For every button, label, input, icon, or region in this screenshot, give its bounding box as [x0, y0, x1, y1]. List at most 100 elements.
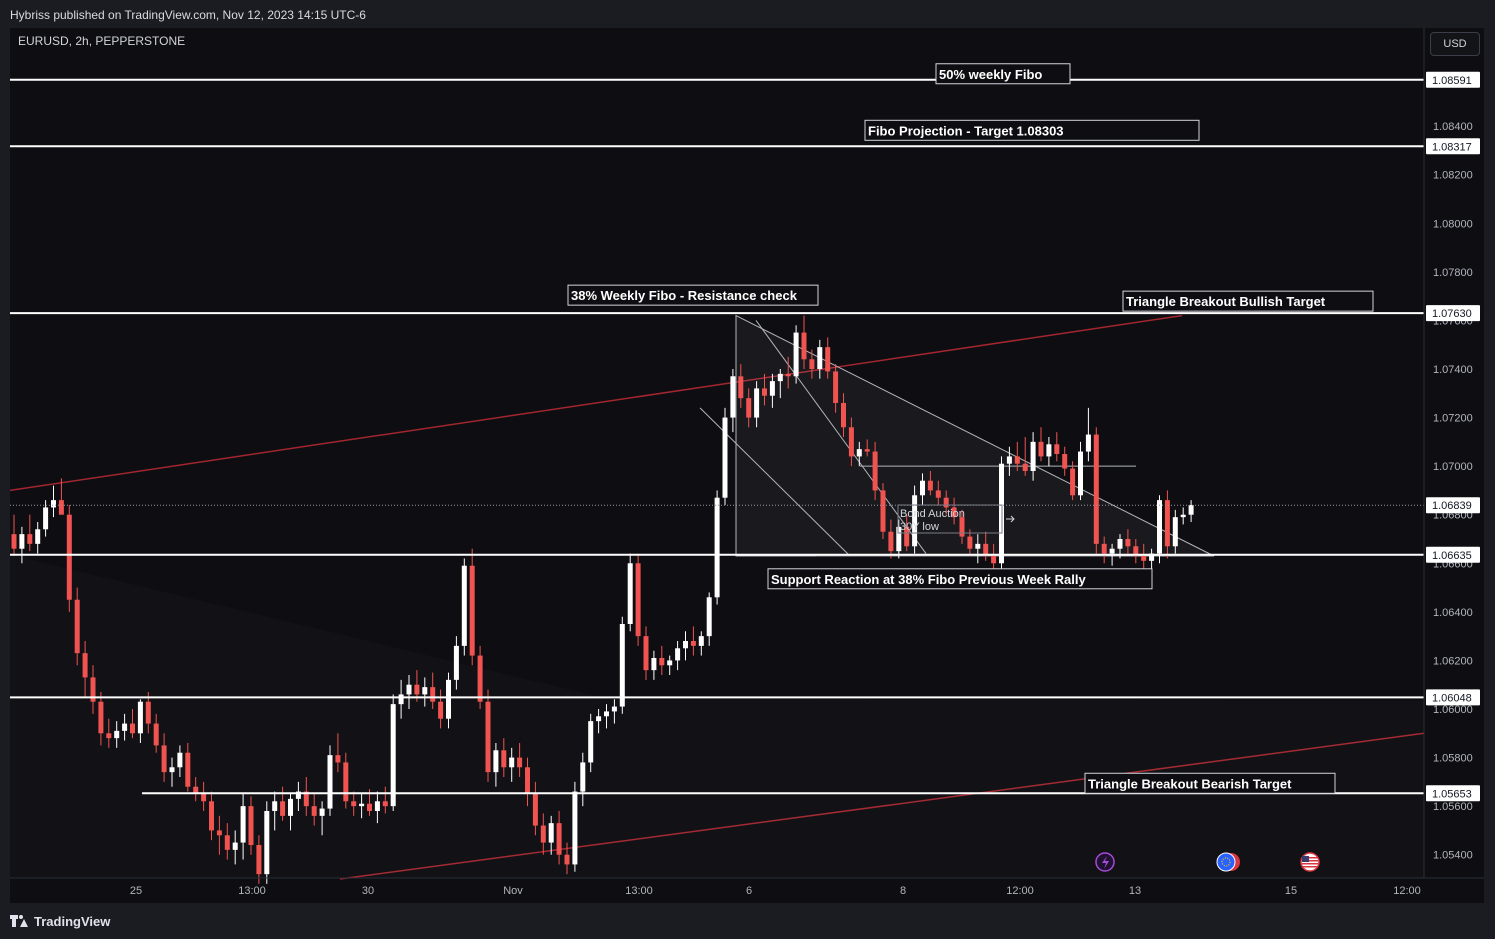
candle: [698, 631, 704, 656]
candle-body: [82, 653, 88, 678]
candle: [690, 626, 696, 656]
candle-body: [627, 563, 633, 624]
candle: [912, 485, 918, 554]
annotation-border: [1084, 772, 1336, 794]
candle-body: [927, 480, 933, 491]
chart-frame[interactable]: 50% weekly Fibo Fibo Projection - Target …: [10, 28, 1484, 903]
price-level-tag[interactable]: 1.08317: [1426, 138, 1480, 155]
price-level-tag[interactable]: 1.05653: [1426, 785, 1480, 802]
price-tick-label: 1.05600: [1433, 801, 1473, 813]
candle-body: [398, 694, 404, 705]
candle: [880, 483, 886, 539]
candle: [588, 713, 594, 773]
candle: [841, 393, 846, 437]
candle-body: [327, 755, 333, 809]
candle-body: [240, 806, 246, 843]
tradingview-logo-icon: [10, 915, 28, 927]
annotation-text: 38% Weekly Fibo - Resistance check: [571, 288, 798, 303]
candle: [130, 709, 135, 739]
candle-body: [880, 490, 886, 532]
currency-button[interactable]: USD: [1430, 32, 1480, 56]
candle-body: [809, 359, 815, 369]
candle: [619, 616, 625, 714]
axis-layer: 1.084001.082001.080001.078001.076001.074…: [10, 28, 1484, 903]
candle-body: [825, 347, 831, 372]
candle: [888, 519, 894, 559]
candle-body: [864, 449, 870, 452]
candle: [469, 548, 475, 666]
candle: [856, 441, 862, 467]
candle-body: [683, 641, 688, 649]
candle: [161, 733, 167, 782]
candle-body: [904, 526, 910, 547]
candle-body: [311, 806, 317, 816]
candle: [66, 505, 72, 612]
candle: [643, 626, 649, 680]
chart-svg[interactable]: 50% weekly Fibo Fibo Projection - Target …: [10, 28, 1484, 903]
annotation-border: [567, 284, 819, 306]
candle: [461, 558, 467, 656]
candle: [825, 337, 831, 379]
candle: [785, 356, 791, 389]
candle: [730, 369, 736, 433]
candle: [248, 796, 254, 855]
candle: [351, 791, 357, 816]
candle: [754, 381, 760, 428]
time-tick-label: 13:00: [625, 885, 653, 897]
price-tick-label: 1.08000: [1433, 218, 1473, 230]
candle-body: [485, 701, 491, 773]
candle: [224, 823, 230, 860]
price-tag-text: 1.06048: [1432, 692, 1472, 704]
candle-body: [1014, 456, 1020, 464]
candle: [762, 373, 767, 406]
candle: [983, 531, 989, 561]
price-level-tag[interactable]: 1.06635: [1426, 546, 1480, 563]
candle: [746, 388, 752, 428]
candle: [430, 672, 436, 709]
candle-body: [280, 801, 286, 816]
candle: [1046, 437, 1052, 467]
candle: [58, 478, 64, 515]
price-level-tag[interactable]: 1.07630: [1426, 305, 1480, 322]
candle-body: [754, 388, 760, 418]
candle-body: [1109, 548, 1115, 554]
candle-body: [51, 500, 56, 508]
candle: [1093, 427, 1099, 554]
candle: [256, 835, 262, 884]
candle-body: [619, 624, 625, 707]
annotation-box[interactable]: 38% Weekly Fibo - Resistance check: [567, 284, 819, 306]
price-level-tag[interactable]: 1.06048: [1426, 689, 1480, 706]
time-tick-label: Nov: [503, 885, 523, 897]
candle: [19, 526, 25, 564]
candle-body: [145, 701, 151, 724]
annotation-box[interactable]: 50% weekly Fibo: [935, 63, 1071, 85]
candle-body: [272, 801, 278, 811]
annotation-box[interactable]: Triangle Breakout Bullish Target: [1122, 290, 1374, 312]
tradingview-footer[interactable]: TradingView: [10, 910, 110, 932]
channel-layer: [10, 314, 1425, 880]
candle-body: [777, 373, 783, 382]
us-flag-event-icon[interactable]: [1300, 852, 1320, 872]
annotation-box[interactable]: Fibo Projection - Target 1.08303: [864, 119, 1200, 141]
candle-body: [975, 543, 981, 549]
annotation-box[interactable]: Triangle Breakout Bearish Target: [1084, 772, 1336, 794]
candle-body: [1125, 539, 1131, 547]
candle-body: [935, 490, 941, 498]
candle: [667, 655, 673, 675]
candle: [1180, 507, 1186, 525]
annotation-box[interactable]: Support Reaction at 38% Fibo Previous We…: [767, 568, 1153, 590]
price-tag-bg: [1426, 138, 1480, 155]
candle: [485, 689, 491, 782]
eu-stars-ring: [1221, 857, 1231, 867]
candle: [359, 794, 365, 819]
price-level-tag[interactable]: 1.08591: [1426, 71, 1480, 88]
eu-flag-event-icon[interactable]: [1216, 852, 1240, 872]
time-tick-label: 30: [362, 885, 374, 897]
candle-body: [1117, 539, 1123, 549]
lightning-event-icon[interactable]: [1095, 852, 1115, 872]
candle: [453, 636, 459, 690]
candle-body: [667, 660, 673, 666]
current-price-tag[interactable]: 1.06839: [1426, 497, 1480, 514]
eu-flag-icon: [1216, 852, 1236, 872]
